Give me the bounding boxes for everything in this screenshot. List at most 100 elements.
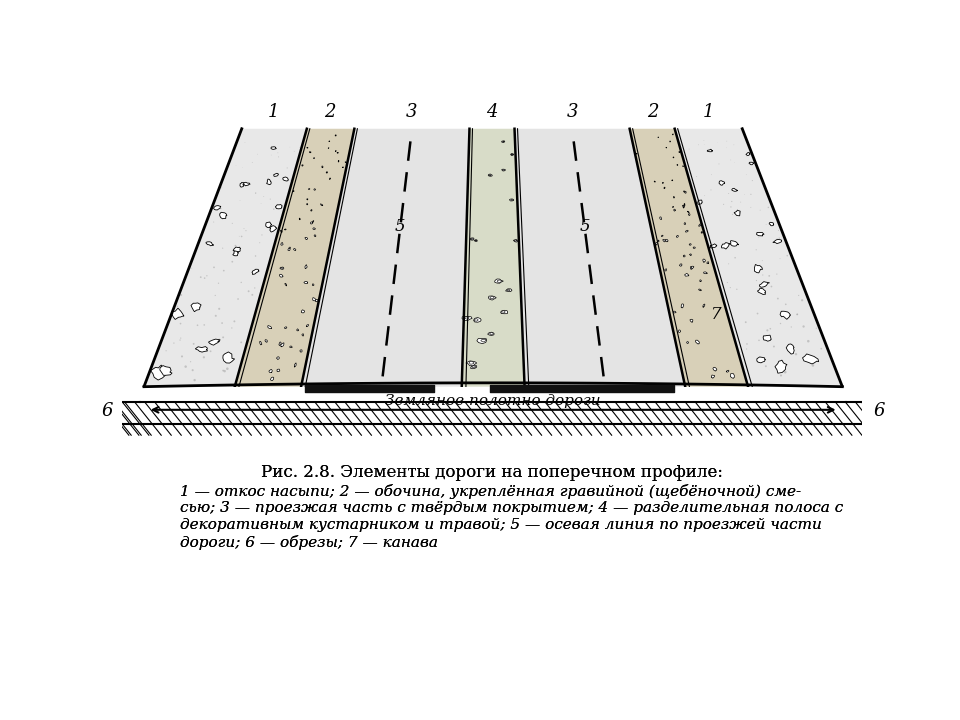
- Circle shape: [233, 320, 235, 323]
- Text: 1: 1: [704, 103, 715, 121]
- Circle shape: [222, 336, 224, 338]
- Polygon shape: [719, 181, 725, 185]
- Polygon shape: [658, 240, 660, 241]
- Circle shape: [777, 297, 779, 300]
- Polygon shape: [673, 311, 676, 313]
- Polygon shape: [280, 343, 284, 347]
- Circle shape: [224, 370, 226, 372]
- Polygon shape: [756, 357, 765, 363]
- Polygon shape: [490, 333, 493, 334]
- Polygon shape: [329, 178, 330, 179]
- Polygon shape: [703, 259, 706, 263]
- Circle shape: [730, 287, 731, 288]
- Polygon shape: [321, 204, 323, 206]
- Circle shape: [803, 325, 804, 328]
- Polygon shape: [311, 210, 312, 211]
- Polygon shape: [191, 303, 201, 312]
- Circle shape: [765, 365, 767, 367]
- Polygon shape: [309, 152, 311, 153]
- Polygon shape: [775, 360, 787, 373]
- Text: Рис.: Рис.: [379, 464, 421, 481]
- Circle shape: [798, 295, 800, 296]
- Polygon shape: [306, 325, 308, 327]
- Polygon shape: [464, 317, 468, 319]
- Polygon shape: [474, 319, 478, 321]
- Text: 6: 6: [874, 402, 885, 420]
- Circle shape: [165, 350, 167, 351]
- Polygon shape: [757, 288, 765, 294]
- Circle shape: [215, 315, 217, 317]
- Polygon shape: [664, 269, 666, 271]
- Polygon shape: [472, 366, 476, 368]
- Polygon shape: [684, 192, 686, 193]
- Text: Земляное полотно дороги: Земляное полотно дороги: [385, 395, 601, 408]
- Polygon shape: [730, 240, 738, 246]
- Polygon shape: [699, 289, 702, 291]
- Polygon shape: [684, 222, 685, 225]
- Polygon shape: [240, 182, 244, 187]
- Polygon shape: [511, 154, 513, 155]
- Polygon shape: [232, 251, 238, 256]
- Circle shape: [220, 208, 222, 210]
- Polygon shape: [636, 153, 637, 154]
- Polygon shape: [506, 289, 512, 292]
- Circle shape: [203, 356, 205, 359]
- Circle shape: [777, 274, 778, 275]
- Polygon shape: [489, 174, 492, 176]
- Polygon shape: [285, 284, 287, 286]
- Polygon shape: [315, 300, 318, 302]
- Polygon shape: [515, 129, 685, 387]
- Polygon shape: [708, 149, 712, 152]
- Polygon shape: [711, 375, 714, 378]
- Circle shape: [200, 276, 202, 278]
- Polygon shape: [691, 266, 694, 269]
- Circle shape: [255, 192, 256, 194]
- Text: 5: 5: [395, 218, 406, 235]
- Polygon shape: [684, 255, 685, 257]
- Polygon shape: [803, 354, 819, 364]
- Polygon shape: [682, 304, 684, 308]
- Circle shape: [752, 180, 753, 181]
- Polygon shape: [307, 199, 308, 200]
- Polygon shape: [284, 327, 287, 328]
- Circle shape: [177, 306, 178, 307]
- Polygon shape: [289, 247, 290, 248]
- Polygon shape: [502, 169, 505, 171]
- Circle shape: [807, 340, 809, 343]
- Circle shape: [273, 208, 275, 210]
- Text: 2: 2: [647, 103, 659, 121]
- Circle shape: [734, 257, 736, 258]
- Polygon shape: [680, 264, 682, 266]
- Polygon shape: [301, 310, 304, 313]
- Polygon shape: [704, 272, 708, 274]
- Polygon shape: [780, 311, 790, 319]
- Polygon shape: [701, 232, 703, 233]
- Circle shape: [241, 235, 243, 238]
- Polygon shape: [462, 317, 472, 320]
- Circle shape: [254, 255, 256, 257]
- Circle shape: [785, 304, 786, 305]
- Circle shape: [218, 282, 219, 284]
- Circle shape: [259, 242, 260, 243]
- Polygon shape: [462, 129, 524, 387]
- Polygon shape: [290, 346, 292, 348]
- Polygon shape: [664, 187, 665, 189]
- Circle shape: [215, 294, 216, 296]
- Polygon shape: [469, 361, 474, 364]
- Polygon shape: [699, 224, 701, 226]
- Polygon shape: [489, 175, 492, 176]
- Circle shape: [727, 282, 728, 283]
- Polygon shape: [690, 266, 692, 269]
- Polygon shape: [689, 243, 691, 246]
- Polygon shape: [689, 254, 691, 256]
- Polygon shape: [269, 369, 273, 373]
- Polygon shape: [277, 369, 279, 372]
- Polygon shape: [301, 165, 303, 166]
- Polygon shape: [494, 279, 503, 283]
- Polygon shape: [665, 240, 668, 242]
- Polygon shape: [302, 334, 303, 336]
- Text: 4: 4: [487, 103, 497, 121]
- Polygon shape: [489, 296, 496, 300]
- Polygon shape: [268, 325, 272, 328]
- Circle shape: [811, 364, 814, 366]
